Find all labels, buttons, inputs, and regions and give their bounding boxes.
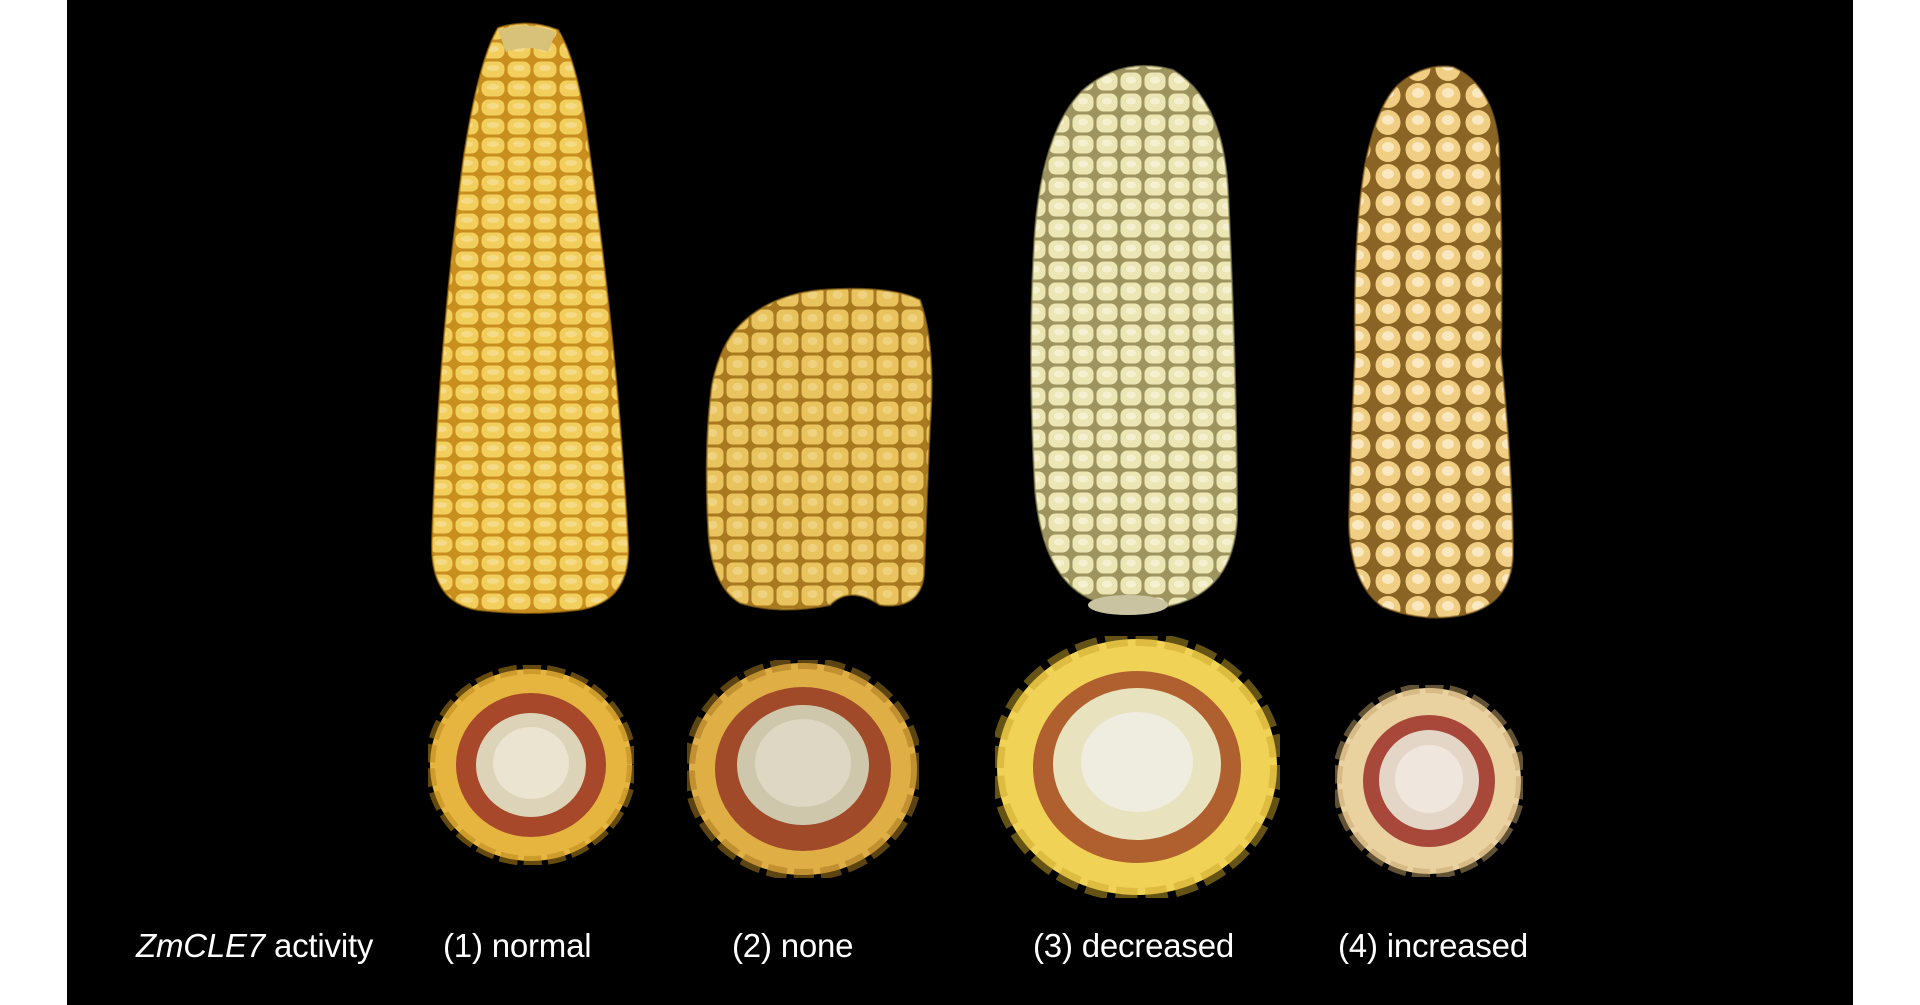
corn-ear-decreased [1030,64,1239,615]
corn-ear-increased [1347,65,1515,619]
corn-ear-normal [430,22,630,614]
cross-section-normal [428,665,634,865]
cross-section-decreased [995,636,1280,898]
cross-section-none [687,660,919,878]
gene-name: ZmCLE7 [136,927,265,964]
label-sample-2: (2) none [732,927,854,964]
label-sample-1: (1) normal [443,927,592,964]
cross-section-increased [1335,685,1523,877]
row-label: ZmCLE7 activity [136,926,373,966]
label-sample-4: (4) increased [1338,927,1528,964]
row-label-suffix: activity [265,927,374,964]
corn-ear-none [705,287,933,611]
figure-panel [67,0,1853,1005]
label-sample-3: (3) decreased [1033,927,1235,964]
